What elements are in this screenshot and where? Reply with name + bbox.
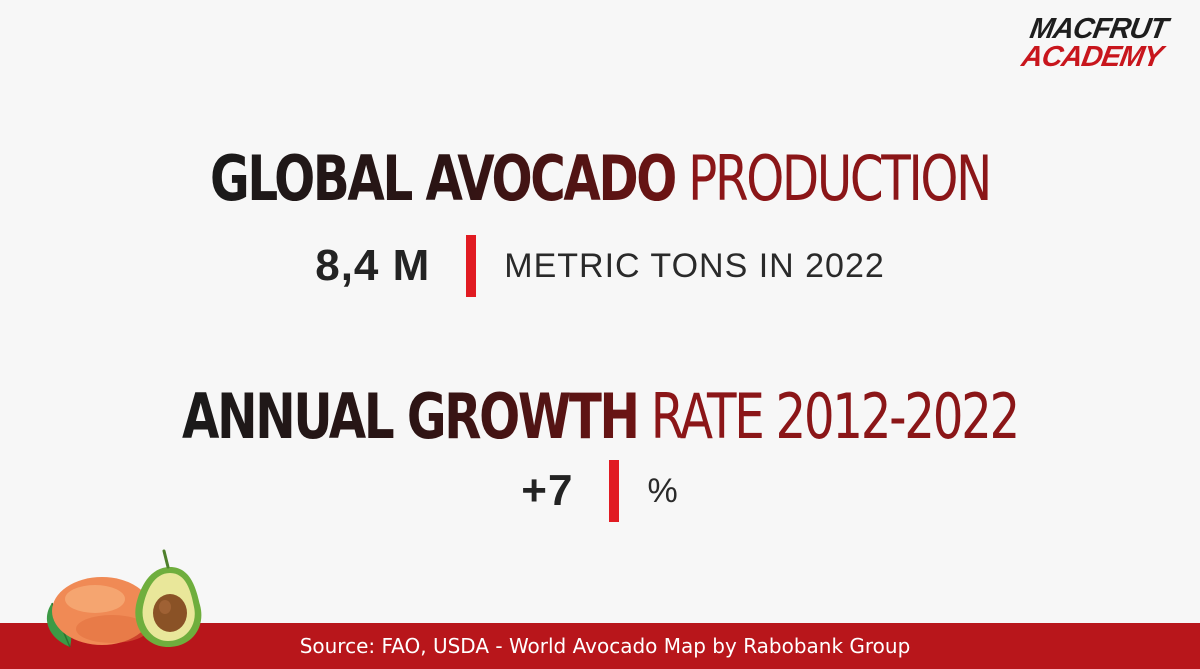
red-divider [466,235,477,297]
headline-2-light: RATE 2012-2022 [650,380,1021,453]
growth-unit: % [647,471,679,510]
red-divider [609,460,620,522]
source-text: Source: FAO, USDA - World Avocado Map by… [299,634,911,658]
growth-value: +7 [521,466,574,515]
mango-avocado-icon [46,549,202,648]
headline-1-light: PRODUCTION [688,142,992,215]
headline-2-strong: ANNUAL GROWTH [182,380,640,453]
macfrut-academy-logo: MACFRUT ACADEMY [989,13,1170,73]
logo-text-academy: ACADEMY [1019,41,1165,73]
headline-annual-growth-rate: ANNUAL GROWTH RATE 2012-2022 [132,380,1068,453]
production-stat: 8,4 M METRIC TONS IN 2022 [0,234,1200,298]
production-unit: METRIC TONS IN 2022 [504,246,885,285]
logo-text-macfrut: MACFRUT [1027,13,1170,45]
growth-stat: +7 % [0,459,1200,523]
source-footer-bar: Source: FAO, USDA - World Avocado Map by… [0,623,1200,669]
headline-global-avocado-production: GLOBAL AVOCADO PRODUCTION [132,142,1068,215]
headline-1-strong: GLOBAL AVOCADO [209,142,677,215]
production-value: 8,4 M [315,241,431,290]
